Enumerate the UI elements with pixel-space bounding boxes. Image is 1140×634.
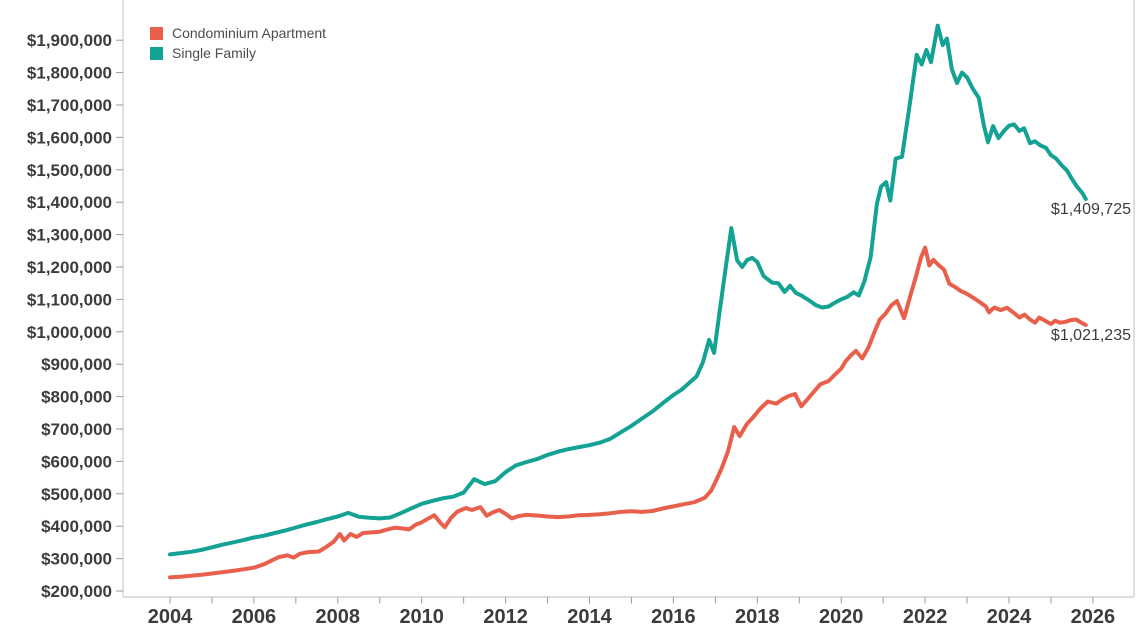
y-axis-tick-label: $1,300,000 [27, 226, 112, 245]
legend-label-condominium-apartment: Condominium Apartment [172, 25, 327, 41]
y-axis-tick-label: $1,700,000 [27, 96, 112, 115]
x-axis-tick-label: 2020 [819, 606, 864, 628]
single-family-end-value-label: $1,409,725 [1050, 201, 1131, 218]
x-axis-tick-label: 2018 [735, 606, 780, 628]
legend-label-single-family: Single Family [172, 45, 257, 61]
y-axis-tick-label: $1,600,000 [27, 128, 112, 147]
condominium-apartment-end-value-label: $1,021,235 [1050, 327, 1131, 344]
condominium-apartment-line [168, 245, 1088, 580]
y-axis-tick-label: $1,900,000 [27, 31, 112, 50]
x-axis-tick-label: 2004 [148, 606, 193, 628]
x-axis-tick-label: 2006 [232, 606, 277, 628]
y-axis-tick-label: $900,000 [41, 355, 112, 374]
y-axis-tick-label: $1,000,000 [27, 323, 112, 342]
chart-legend: Condominium Apartment Single Family [150, 26, 326, 60]
condominium-apartment-swatch-icon [150, 26, 163, 40]
x-axis-tick-label: 2026 [1071, 606, 1116, 628]
y-axis-tick-label: $500,000 [41, 485, 112, 504]
y-axis-tick-label: $800,000 [41, 388, 112, 407]
legend-item-condominium-apartment: Condominium Apartment [150, 26, 326, 40]
y-axis-tick-label: $1,100,000 [27, 290, 112, 309]
y-axis-tick-label: $600,000 [41, 452, 112, 471]
y-axis-tick-label: $300,000 [41, 550, 112, 569]
x-axis-tick-label: 2014 [567, 606, 612, 628]
x-axis-tick-label: 2008 [316, 606, 361, 628]
x-axis-tick-label: 2016 [651, 606, 696, 628]
legend-item-single-family: Single Family [150, 46, 326, 60]
y-axis-tick-label: $1,500,000 [27, 161, 112, 180]
x-axis-tick-label: 2024 [987, 606, 1032, 628]
x-axis-tick-label: 2022 [903, 606, 948, 628]
y-axis-tick-label: $1,400,000 [27, 193, 112, 212]
single-family-line [168, 23, 1088, 557]
y-axis-tick-label: $1,200,000 [27, 258, 112, 277]
x-axis-tick-label: 2012 [483, 606, 528, 628]
single-family-swatch-icon [150, 46, 163, 60]
y-axis-tick-label: $1,800,000 [27, 64, 112, 83]
x-axis-tick-label: 2010 [399, 606, 444, 628]
y-axis-tick-label: $200,000 [41, 582, 112, 601]
y-axis-tick-label: $400,000 [41, 517, 112, 536]
y-axis-tick-label: $700,000 [41, 420, 112, 439]
